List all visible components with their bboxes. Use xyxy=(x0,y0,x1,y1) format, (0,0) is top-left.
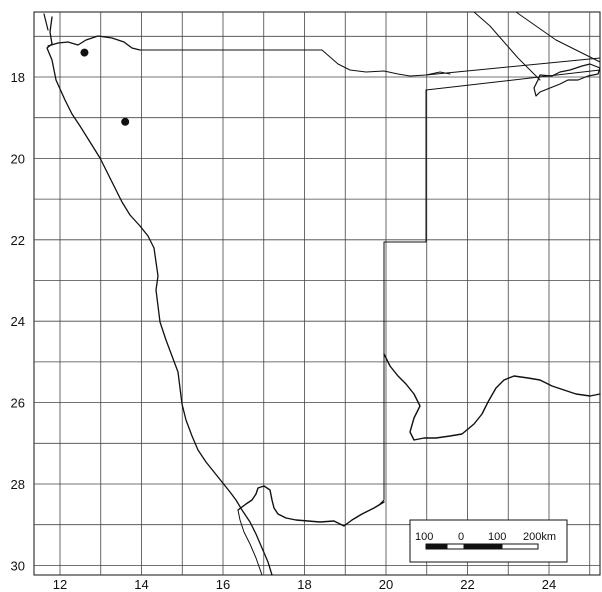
scale-label-0: 0 xyxy=(458,531,464,543)
scale-segment-4 xyxy=(501,543,539,550)
y-axis-labels: 18 20 22 24 26 28 30 xyxy=(11,70,25,573)
zambezi-river xyxy=(533,63,601,97)
y-tick-label: 28 xyxy=(11,477,25,492)
x-tick-label: 22 xyxy=(460,577,474,592)
coast-inlet xyxy=(43,13,49,31)
x-tick-label: 16 xyxy=(216,577,230,592)
y-tick-label: 20 xyxy=(11,151,25,166)
scale-bar: 100 0 100 200km xyxy=(409,519,568,563)
northeast-river xyxy=(473,11,541,81)
map-features xyxy=(43,11,601,576)
eastern-border xyxy=(377,89,427,507)
y-tick-label: 24 xyxy=(11,314,25,329)
northern-border xyxy=(139,49,451,77)
scale-segment-1 xyxy=(425,543,448,550)
x-tick-label: 18 xyxy=(297,577,311,592)
y-tick-label: 30 xyxy=(11,558,25,573)
y-tick-label: 26 xyxy=(11,396,25,411)
scale-label-100-left: 100 xyxy=(415,531,433,543)
orange-river xyxy=(237,485,385,527)
coast-south-branch xyxy=(237,509,263,576)
locality-point xyxy=(80,48,89,57)
x-tick-label: 12 xyxy=(53,577,67,592)
y-tick-label: 22 xyxy=(11,233,25,248)
y-tick-label: 18 xyxy=(11,70,25,85)
x-axis-labels: 12 14 16 18 20 22 24 xyxy=(53,577,556,592)
northeast-river-2 xyxy=(515,11,601,63)
x-tick-label: 14 xyxy=(134,577,148,592)
scale-segment-3 xyxy=(463,543,503,550)
caprivi-border-north xyxy=(425,57,601,76)
x-tick-label: 20 xyxy=(379,577,393,592)
coastline xyxy=(46,16,273,576)
northern-river-border xyxy=(47,35,141,51)
x-tick-label: 24 xyxy=(542,577,556,592)
scale-label-100-right: 100 xyxy=(488,531,506,543)
map-frame xyxy=(33,11,601,576)
locality-points xyxy=(80,48,130,126)
scale-label-200km: 200km xyxy=(523,531,556,543)
scale-bar-box xyxy=(409,519,568,563)
scale-segment-2 xyxy=(446,543,465,550)
molopo-river xyxy=(383,353,601,441)
graticule-grid xyxy=(34,12,600,575)
locality-point xyxy=(121,117,130,126)
caprivi-border-south xyxy=(425,69,601,91)
